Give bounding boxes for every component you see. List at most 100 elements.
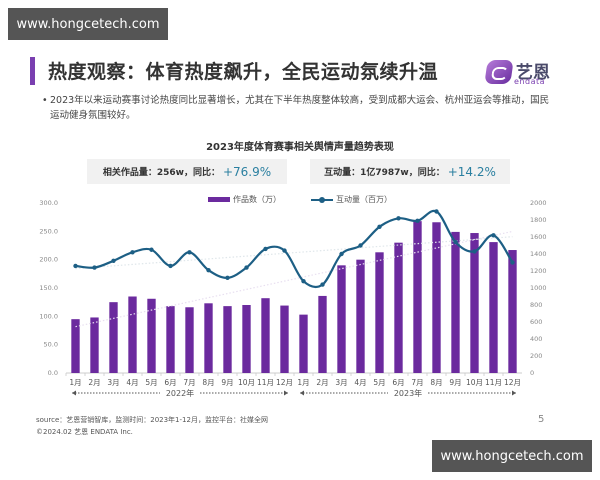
legend-item-works: 作品数（万）	[208, 194, 281, 205]
line-point	[472, 249, 477, 254]
x-axis-tick: 5月	[145, 378, 157, 387]
line-point	[358, 243, 363, 248]
trendline	[75, 236, 513, 270]
bar	[90, 317, 99, 373]
x-axis-tick: 7月	[411, 378, 423, 387]
stat-works-box: 相关作品量：256w，同比： +76.9%	[87, 159, 287, 184]
right-axis-tick: 0	[530, 369, 534, 377]
x-axis-tick: 12月	[504, 378, 521, 387]
left-axis-tick: 0.0	[48, 369, 58, 377]
left-axis-tick: 200.0	[39, 256, 58, 264]
page-number: 5	[538, 414, 545, 425]
x-axis-tick: 2月	[316, 378, 328, 387]
bar	[470, 233, 479, 373]
line-point	[111, 258, 116, 263]
right-axis-tick: 1200	[530, 267, 547, 275]
line-point	[415, 218, 420, 224]
page-title: 热度观察：体育热度飙升，全民运动氛续升温	[48, 61, 439, 83]
x-axis-tick: 9月	[221, 378, 233, 387]
right-axis-tick: 1800	[530, 216, 547, 224]
x-axis-tick: 10月	[238, 378, 255, 387]
line-point	[73, 263, 78, 269]
bar	[413, 221, 422, 373]
stat-interaction-label: 互动量：1亿7987w，同比：	[324, 168, 445, 178]
source-line: source：艺恩营销智库，监测时间：2023年1-12月，监控平台：社媒全网	[36, 416, 268, 424]
right-axis-tick: 800	[530, 301, 542, 309]
x-axis-tick: 8月	[202, 378, 214, 387]
line-point	[92, 265, 97, 270]
summary-text: 2023年以来运动赛事讨论热度同比显著增长，尤其在下半年热度整体较高，受到成都大…	[50, 95, 550, 121]
bar	[280, 305, 289, 373]
line-point	[434, 209, 439, 214]
logo-en-text: endata	[514, 77, 546, 86]
bar	[166, 306, 175, 373]
bullet-icon: •	[42, 95, 48, 106]
x-axis-tick: 4月	[354, 378, 366, 387]
source-note: source：艺恩营销智库，监测时间：2023年1-12月，监控平台：社媒全网 …	[36, 414, 268, 438]
x-axis-tick: 8月	[430, 378, 442, 387]
line-point	[206, 267, 211, 273]
x-axis-tick: 9月	[449, 378, 461, 387]
bar	[71, 319, 80, 373]
bar	[109, 302, 118, 373]
year-label: 2023年	[394, 388, 422, 398]
year-label: 2022年	[166, 388, 194, 398]
arrow-right-icon	[284, 390, 288, 396]
watermark-top: www.hongcetech.com	[8, 8, 168, 40]
arrow-left-icon	[72, 390, 76, 396]
left-axis-tick: 50.0	[44, 341, 58, 349]
line-swatch-icon	[311, 196, 333, 203]
x-axis-tick: 6月	[392, 378, 404, 387]
line-point	[244, 265, 249, 270]
line-point	[225, 275, 230, 280]
right-axis-tick: 200	[530, 352, 542, 360]
bar	[299, 314, 308, 373]
left-axis-tick: 250.0	[39, 227, 58, 235]
line-point	[149, 247, 154, 252]
line-point	[130, 250, 135, 255]
line-point	[263, 246, 268, 252]
right-axis-tick: 1600	[530, 233, 547, 241]
bar	[394, 242, 403, 373]
bar	[318, 295, 327, 373]
right-axis-tick: 600	[530, 318, 542, 326]
x-axis-tick: 3月	[107, 378, 119, 387]
trendline	[75, 230, 513, 328]
line-point	[510, 260, 515, 265]
line-point	[187, 250, 192, 255]
watermark-bottom: www.hongcetech.com	[432, 440, 592, 472]
left-axis-tick: 100.0	[39, 312, 58, 320]
line-point	[396, 216, 401, 221]
interaction-line	[75, 209, 514, 289]
line-point	[168, 263, 173, 269]
stat-works-label: 相关作品量：256w，同比：	[102, 168, 220, 178]
right-axis-tick: 2000	[530, 199, 547, 207]
x-axis-tick: 10月	[466, 378, 483, 387]
x-axis-tick: 2月	[88, 378, 100, 387]
chart-title: 2023年度体育赛事相关舆情声量趋势表现	[206, 142, 394, 153]
line-point	[377, 224, 382, 229]
line-point	[453, 239, 458, 245]
stat-interaction-box: 互动量：1亿7987w，同比： +14.2%	[310, 159, 510, 184]
right-axis-tick: 1000	[530, 284, 547, 292]
bar	[204, 303, 213, 373]
arrow-right-icon	[512, 390, 516, 396]
x-axis-tick: 1月	[297, 378, 309, 387]
x-axis-tick: 4月	[126, 378, 138, 387]
legend-label-interactions: 互动量（百万）	[336, 195, 392, 204]
right-axis-tick: 400	[530, 335, 542, 343]
line-point	[320, 282, 325, 287]
bar	[337, 265, 346, 373]
line-point	[491, 233, 496, 238]
bar	[508, 250, 517, 373]
x-axis-tick: 6月	[164, 378, 176, 387]
legend-item-interactions: 互动量（百万）	[311, 194, 392, 205]
bar	[128, 296, 137, 373]
bar	[356, 259, 365, 373]
left-axis-tick: 150.0	[39, 284, 58, 292]
x-axis-tick: 7月	[183, 378, 195, 387]
x-axis-tick: 1月	[69, 378, 81, 387]
bar	[261, 298, 270, 373]
x-axis-tick: 11月	[257, 378, 274, 387]
